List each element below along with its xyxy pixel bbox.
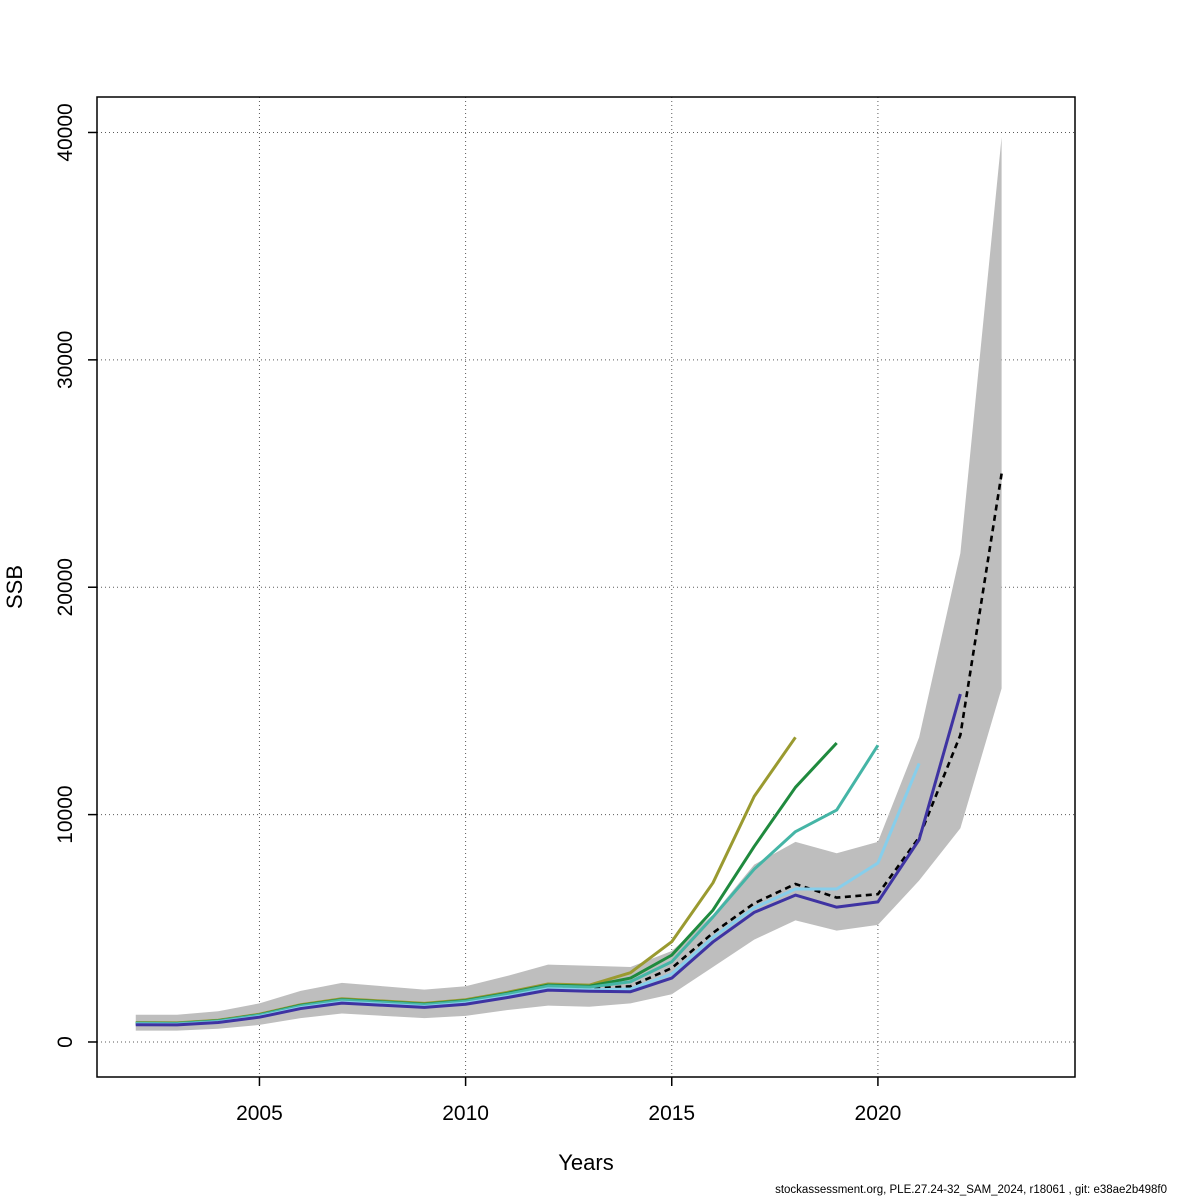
series-line-retro-peel-2022 <box>135 693 962 1027</box>
y-tick-label: 10000 <box>54 785 77 843</box>
footer-attribution: stockassessment.org, PLE.27.24-32_SAM_20… <box>775 1184 1167 1196</box>
y-tick-label: 30000 <box>54 331 77 389</box>
y-tick-label: 0 <box>54 1036 77 1048</box>
confidence-band <box>135 137 1002 1031</box>
series-line-final-assessment-ssb <box>135 473 1003 1026</box>
y-tick-label: 20000 <box>54 558 77 616</box>
x-axis-title: Years <box>558 1150 613 1175</box>
x-tick-label: 2005 <box>236 1102 283 1125</box>
y-tick-label: 40000 <box>54 103 77 161</box>
series-line-retro-peel-2018 <box>135 736 797 1025</box>
y-axis-title: SSB <box>2 565 27 609</box>
x-tick-label: 2015 <box>648 1102 695 1125</box>
x-tick-label: 2010 <box>442 1102 489 1125</box>
x-tick-label: 2020 <box>855 1102 902 1125</box>
